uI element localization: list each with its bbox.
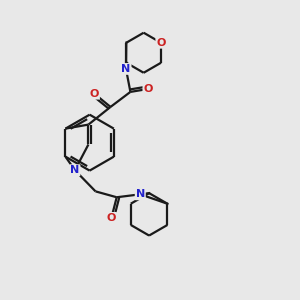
Text: O: O — [156, 38, 166, 48]
Text: N: N — [136, 189, 145, 199]
Text: N: N — [122, 64, 130, 74]
Text: O: O — [90, 89, 99, 99]
Text: O: O — [107, 213, 116, 223]
Text: O: O — [143, 84, 153, 94]
Text: N: N — [70, 165, 80, 175]
